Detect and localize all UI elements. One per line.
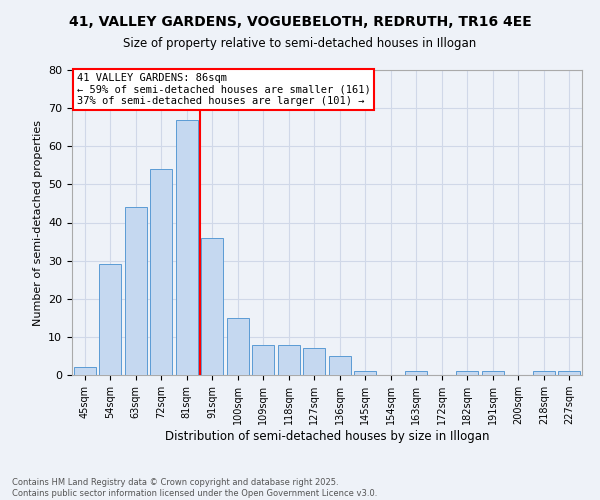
- Bar: [533, 371, 554, 375]
- Bar: [559, 371, 580, 375]
- Bar: [227, 318, 248, 375]
- Bar: [406, 371, 427, 375]
- X-axis label: Distribution of semi-detached houses by size in Illogan: Distribution of semi-detached houses by …: [165, 430, 489, 443]
- Bar: [253, 344, 274, 375]
- Bar: [304, 348, 325, 375]
- Y-axis label: Number of semi-detached properties: Number of semi-detached properties: [32, 120, 43, 326]
- Bar: [125, 207, 146, 375]
- Bar: [202, 238, 223, 375]
- Bar: [176, 120, 197, 375]
- Bar: [151, 169, 172, 375]
- Bar: [329, 356, 350, 375]
- Bar: [355, 371, 376, 375]
- Bar: [482, 371, 503, 375]
- Bar: [278, 344, 299, 375]
- Bar: [74, 368, 95, 375]
- Bar: [457, 371, 478, 375]
- Text: 41 VALLEY GARDENS: 86sqm
← 59% of semi-detached houses are smaller (161)
37% of : 41 VALLEY GARDENS: 86sqm ← 59% of semi-d…: [77, 73, 371, 106]
- Text: Size of property relative to semi-detached houses in Illogan: Size of property relative to semi-detach…: [124, 38, 476, 51]
- Bar: [100, 264, 121, 375]
- Text: 41, VALLEY GARDENS, VOGUEBELOTH, REDRUTH, TR16 4EE: 41, VALLEY GARDENS, VOGUEBELOTH, REDRUTH…: [68, 15, 532, 29]
- Text: Contains HM Land Registry data © Crown copyright and database right 2025.
Contai: Contains HM Land Registry data © Crown c…: [12, 478, 377, 498]
